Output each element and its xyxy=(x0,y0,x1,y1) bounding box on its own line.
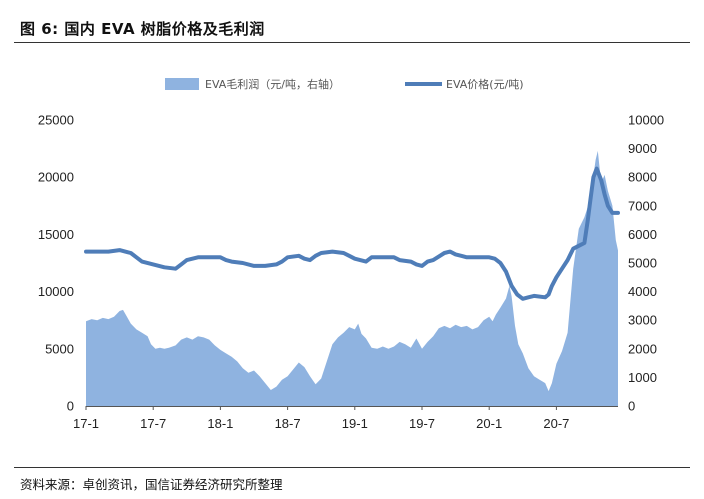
right-axis-tick-label: 3000 xyxy=(628,313,657,328)
legend-swatch-profit xyxy=(165,78,199,90)
profit-area-series xyxy=(86,150,618,406)
legend-label-profit: EVA毛利润（元/吨，右轴） xyxy=(205,77,340,91)
right-axis-tick-label: 8000 xyxy=(628,170,657,185)
left-axis-tick-label: 15000 xyxy=(38,227,74,242)
right-axis-tick-label: 5000 xyxy=(628,256,657,271)
right-axis-tick-label: 2000 xyxy=(628,341,657,356)
x-axis-tick-label: 20-7 xyxy=(543,416,569,431)
source-note: 资料来源：卓创资讯，国信证券经济研究所整理 xyxy=(20,477,283,492)
title-bar: 图 6: 国内 EVA 树脂价格及毛利润 xyxy=(14,8,690,43)
x-axis-tick-label: 17-1 xyxy=(73,416,99,431)
right-axis-tick-label: 9000 xyxy=(628,141,657,156)
price-line-series xyxy=(84,166,620,301)
right-axis-tick-label: 0 xyxy=(628,399,635,414)
x-axis-tick-label: 18-7 xyxy=(275,416,301,431)
right-axis-tick-label: 4000 xyxy=(628,284,657,299)
right-axis-tick-label: 6000 xyxy=(628,227,657,242)
left-axis-tick-label: 0 xyxy=(67,399,74,414)
right-axis-tick-label: 7000 xyxy=(628,198,657,213)
x-axis-tick-label: 19-1 xyxy=(342,416,368,431)
x-axis-tick-label: 19-7 xyxy=(409,416,435,431)
right-axis-tick-label: 1000 xyxy=(628,370,657,385)
right-axis-tick-label: 10000 xyxy=(628,113,664,128)
left-axis-tick-label: 5000 xyxy=(45,341,74,356)
x-axis-tick-label: 20-1 xyxy=(476,416,502,431)
footer-divider xyxy=(14,467,690,468)
left-axis-tick-label: 10000 xyxy=(38,284,74,299)
figure-title: 图 6: 国内 EVA 树脂价格及毛利润 xyxy=(20,20,265,38)
left-axis-tick-label: 25000 xyxy=(38,113,74,128)
x-axis-tick-label: 18-1 xyxy=(207,416,233,431)
x-axis-tick-label: 17-7 xyxy=(140,416,166,431)
left-axis-tick-label: 20000 xyxy=(38,170,74,185)
legend-label-price: EVA价格(元/吨) xyxy=(446,77,524,91)
